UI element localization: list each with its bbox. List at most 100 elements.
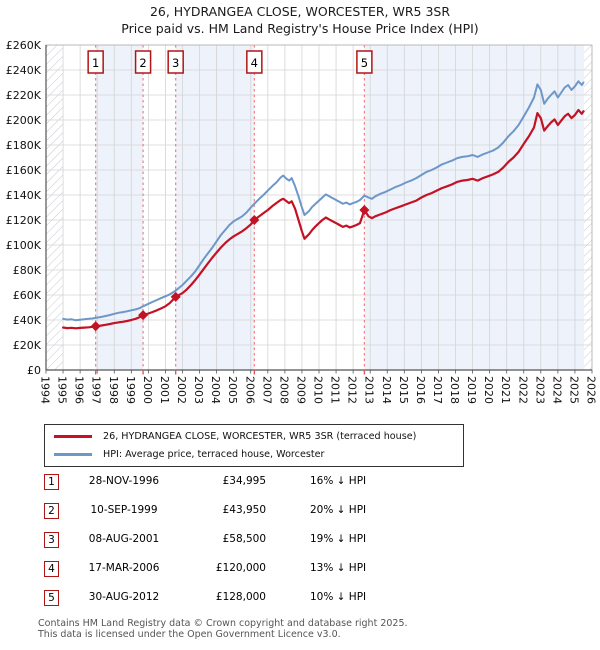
no-data-hatch xyxy=(46,45,64,370)
x-tick-label: 2026 xyxy=(585,376,598,404)
x-tick-label: 2002 xyxy=(175,376,188,404)
legend-item-hpi: HPI: Average price, terraced house, Worc… xyxy=(54,447,463,462)
sale-number-box xyxy=(246,50,263,74)
sale-number-box xyxy=(356,50,373,74)
x-tick-label: 2011 xyxy=(329,376,342,404)
y-tick-label: £140K xyxy=(6,189,42,202)
y-tick-label: £60K xyxy=(13,289,42,302)
sale-date: 10-SEP-1999 xyxy=(90,504,158,516)
x-tick-label: 1999 xyxy=(124,376,137,404)
sale-marker-diamond xyxy=(170,291,181,302)
x-tick-label: 2023 xyxy=(533,376,546,404)
x-tick-label: 2004 xyxy=(209,376,222,404)
y-tick-label: £160K xyxy=(6,164,42,177)
sale-price: £58,500 xyxy=(222,533,266,545)
sale-marker-diamond xyxy=(359,205,370,215)
sale-hpi-delta: 20% ↓ HPI xyxy=(310,504,367,516)
sale-number: 4 xyxy=(251,56,258,70)
sale-number-badge: 3 xyxy=(44,532,59,548)
x-tick-label: 2018 xyxy=(448,376,461,404)
legend-swatch xyxy=(54,435,92,438)
x-tick-label: 2001 xyxy=(158,376,171,404)
x-tick-label: 1994 xyxy=(39,376,52,404)
x-tick-label: 2024 xyxy=(550,376,563,404)
y-tick-label: £100K xyxy=(6,239,42,252)
sale-marker-diamond xyxy=(249,215,260,225)
x-tick-label: 1997 xyxy=(90,376,103,404)
x-tick-label: 2000 xyxy=(141,376,154,404)
footer-line-1: Contains HM Land Registry data © Crown c… xyxy=(38,618,408,629)
sale-number-badge: 4 xyxy=(44,561,59,577)
sale-price: £120,000 xyxy=(215,562,266,574)
legend-label: HPI: Average price, terraced house, Worc… xyxy=(103,449,325,460)
sale-number-box xyxy=(87,50,104,74)
series-line xyxy=(61,108,585,330)
x-tick-label: 2005 xyxy=(226,376,239,404)
page-subtitle: Price paid vs. HM Land Registry's House … xyxy=(121,21,479,36)
y-tick-label: £180K xyxy=(6,139,42,152)
sale-hpi-delta: 10% ↓ HPI xyxy=(310,591,367,603)
table-row: 4 17-MAR-2006 £120,000 13% ↓ HPI xyxy=(0,561,600,590)
sale-number: 3 xyxy=(172,56,179,70)
copyright-footer: Contains HM Land Registry data © Crown c… xyxy=(38,618,598,640)
x-tick-label: 2014 xyxy=(380,376,393,404)
sale-marker-diamond xyxy=(90,321,101,332)
footer-line-2: This data is licensed under the Open Gov… xyxy=(38,628,341,640)
x-tick-label: 1996 xyxy=(73,376,86,404)
sale-number: 2 xyxy=(139,56,146,70)
sale-number-box xyxy=(134,50,152,74)
sale-price: £128,000 xyxy=(215,591,266,603)
sale-number-badge: 1 xyxy=(44,474,59,490)
shaded-band xyxy=(175,45,255,370)
series-line xyxy=(62,80,585,322)
price-chart: 1 2 3 4 5 £0 £20K £40K £60K £80K £100K £120K £140K £1… xyxy=(6,39,598,404)
sale-number-badge: 2 xyxy=(44,503,59,519)
x-tick-label: 2009 xyxy=(294,376,307,404)
y-tick-label: £80K xyxy=(13,264,42,277)
table-row: 3 08-AUG-2001 £58,500 19% ↓ HPI xyxy=(0,532,600,561)
page-title: 26, HYDRANGEA CLOSE, WORCESTER, WR5 3SR xyxy=(149,4,451,19)
y-tick-label: £200K xyxy=(6,114,42,127)
x-tick-label: 2025 xyxy=(567,376,580,404)
x-tick-label: 1998 xyxy=(107,376,120,404)
chart-legend: 26, HYDRANGEA CLOSE, WORCESTER, WR5 3SR … xyxy=(44,424,464,467)
y-tick-label: £240K xyxy=(6,64,42,77)
table-row: 5 30-AUG-2012 £128,000 10% ↓ HPI xyxy=(0,590,600,619)
sale-hpi-delta: 16% ↓ HPI xyxy=(310,475,367,487)
sale-hpi-delta: 13% ↓ HPI xyxy=(310,562,367,574)
x-tick-label: 2006 xyxy=(243,376,256,404)
x-tick-label: 2010 xyxy=(312,376,325,404)
table-row: 1 28-NOV-1996 £34,995 16% ↓ HPI xyxy=(0,474,600,503)
x-tick-label: 2021 xyxy=(499,376,512,404)
sale-date: 28-NOV-1996 xyxy=(88,475,160,487)
y-tick-label: £40K xyxy=(13,314,42,327)
x-tick-label: 2012 xyxy=(346,376,359,404)
sale-number: 1 xyxy=(92,56,99,70)
sale-date: 08-AUG-2001 xyxy=(88,533,160,545)
sale-number-box xyxy=(167,50,184,74)
sale-price: £34,995 xyxy=(222,475,266,487)
no-data-hatch xyxy=(583,45,592,370)
sale-hpi-delta: 19% ↓ HPI xyxy=(310,533,367,545)
y-tick-label: £260K xyxy=(6,39,42,52)
x-tick-label: 2007 xyxy=(260,376,273,404)
sale-date: 17-MAR-2006 xyxy=(88,562,160,574)
y-tick-label: £220K xyxy=(6,89,42,102)
sale-marker-diamond xyxy=(138,310,149,321)
x-tick-label: 1995 xyxy=(56,376,69,404)
sale-number-badge: 5 xyxy=(44,590,59,606)
y-tick-label: £0 xyxy=(27,364,41,377)
y-tick-label: £120K xyxy=(6,214,42,227)
x-tick-label: 2015 xyxy=(397,376,410,404)
x-tick-label: 2008 xyxy=(277,376,290,404)
x-tick-label: 2020 xyxy=(482,376,495,404)
x-tick-label: 2017 xyxy=(431,376,444,404)
y-tick-label: £20K xyxy=(13,339,42,352)
sale-date: 30-AUG-2012 xyxy=(88,591,160,603)
x-tick-label: 2016 xyxy=(414,376,427,404)
x-tick-label: 2013 xyxy=(363,376,376,404)
table-row: 2 10-SEP-1999 £43,950 20% ↓ HPI xyxy=(0,503,600,532)
legend-label: 26, HYDRANGEA CLOSE, WORCESTER, WR5 3SR … xyxy=(103,431,417,442)
x-tick-label: 2003 xyxy=(192,376,205,404)
